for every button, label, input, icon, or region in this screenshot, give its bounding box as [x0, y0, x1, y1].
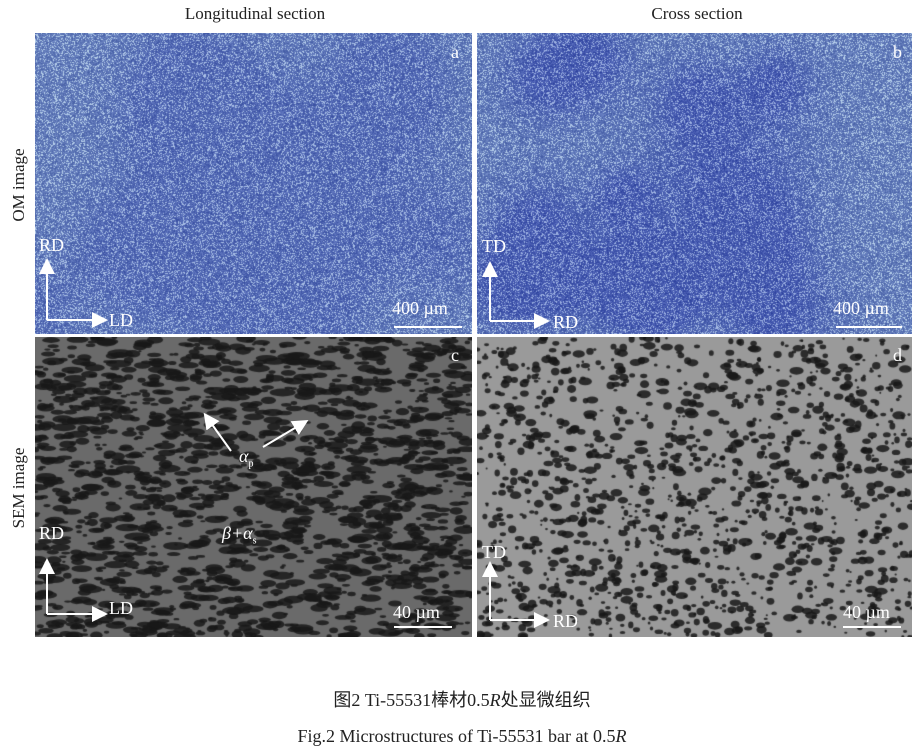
- axis-label-right-b: RD: [553, 312, 579, 332]
- caption-en-italic: R: [615, 726, 627, 746]
- alpha-s-subscript: s: [252, 535, 257, 547]
- panel-c-sem-longitudinal: [35, 337, 472, 637]
- axis-label-up-a: RD: [39, 235, 65, 255]
- panel-letter-b: b: [893, 42, 902, 62]
- caption-cn-italic: R: [489, 690, 501, 710]
- panel-letter-a: a: [451, 42, 459, 62]
- row-label-om: OM image: [9, 148, 28, 222]
- row-label-sem: SEM image: [9, 447, 28, 529]
- scale-bar-b: [836, 326, 902, 328]
- scale-label-c: 40 µm: [393, 602, 440, 622]
- axis-label-right-c: LD: [109, 598, 133, 618]
- axis-label-right-d: RD: [553, 611, 579, 631]
- alpha-p-label: αp: [239, 447, 253, 470]
- caption-chinese: 图2 Ti-55531棒材0.5R处显微组织: [333, 686, 590, 712]
- panel-d-sem-cross: [477, 337, 912, 637]
- alpha-symbol: α: [239, 446, 249, 466]
- scale-label-b: 400 µm: [833, 298, 889, 318]
- caption-cn-suffix: 处显微组织: [500, 690, 591, 710]
- scale-bar-a: [394, 326, 462, 328]
- alpha-p-subscript: p: [248, 458, 254, 470]
- axis-label-up-c: RD: [39, 523, 65, 543]
- panel-letter-c: c: [451, 345, 459, 365]
- panel-b-om-cross: [477, 33, 912, 334]
- scale-bar-c: [394, 626, 452, 628]
- caption-en-text: Fig.2 Microstructures of Ti-55531 bar at…: [297, 726, 616, 746]
- panel-letter-d: d: [893, 345, 902, 365]
- beta-alpha-s-label: β+αs: [222, 524, 256, 547]
- scale-label-a: 400 µm: [392, 298, 448, 318]
- scale-bar-d: [843, 626, 901, 628]
- axis-label-up-d: TD: [482, 542, 506, 562]
- axis-label-up-b: TD: [482, 236, 506, 256]
- caption-english: Fig.2 Microstructures of Ti-55531 bar at…: [298, 726, 627, 747]
- column-title-longitudinal: Longitudinal section: [184, 4, 326, 23]
- column-title-cross: Cross section: [651, 4, 743, 23]
- axis-label-right-a: LD: [109, 310, 133, 330]
- scale-label-d: 40 µm: [843, 602, 890, 622]
- beta-alpha-symbol: β+α: [222, 523, 253, 543]
- panel-a-om-longitudinal: [35, 33, 472, 334]
- caption-cn-text: 图2 Ti-55531棒材0.5: [333, 690, 490, 710]
